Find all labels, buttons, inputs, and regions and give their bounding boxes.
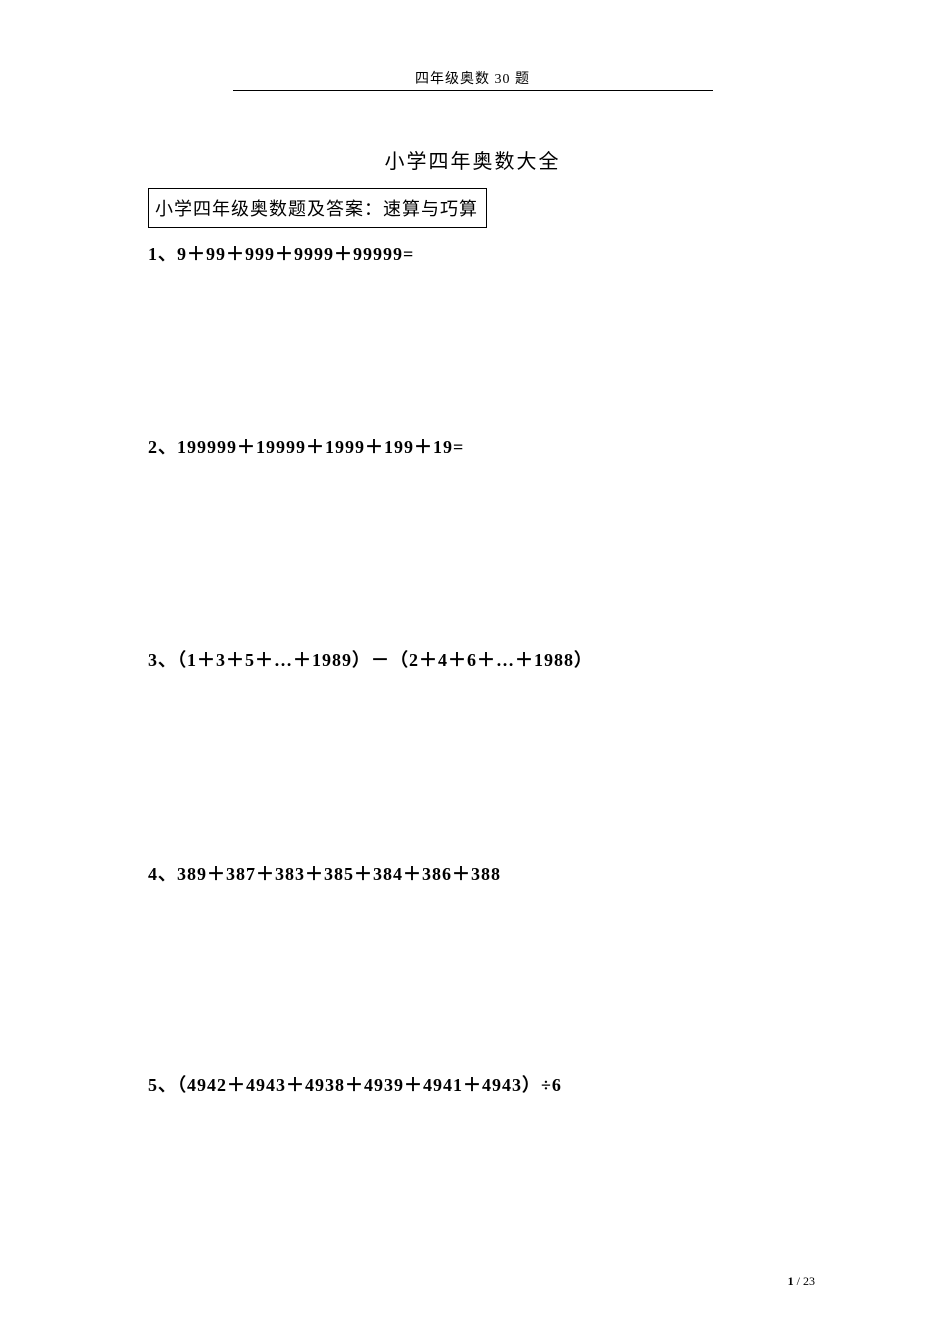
problem-separator: 、 xyxy=(158,650,177,670)
page-separator: / xyxy=(794,1274,803,1288)
page-number: 1 / 23 xyxy=(788,1274,815,1289)
problem-item: 3、（1＋3＋5＋…＋1989）－（2＋4＋6＋…＋1988） xyxy=(148,648,815,673)
problem-number: 3 xyxy=(148,650,158,670)
problem-number: 4 xyxy=(148,864,158,884)
problem-item: 5、（4942＋4943＋4938＋4939＋4941＋4943）÷6 xyxy=(148,1073,815,1098)
problem-separator: 、 xyxy=(158,437,177,457)
page-title: 小学四年奥数大全 xyxy=(130,145,815,174)
problem-item: 1、9＋99＋999＋9999＋99999= xyxy=(148,242,815,267)
problem-number: 2 xyxy=(148,437,158,457)
problem-separator: 、 xyxy=(158,244,177,264)
problem-expression: （1＋3＋5＋…＋1989）－（2＋4＋6＋…＋1988） xyxy=(177,650,593,670)
subtitle-box: 小学四年级奥数题及答案：速算与巧算 xyxy=(148,188,487,228)
problem-expression: 9＋99＋999＋9999＋99999= xyxy=(177,244,414,264)
header-underline xyxy=(233,90,713,91)
problem-separator: 、 xyxy=(158,864,177,884)
problem-expression: 389＋387＋383＋385＋384＋386＋388 xyxy=(177,864,501,884)
problem-number: 1 xyxy=(148,244,158,264)
problem-item: 2、199999＋19999＋1999＋199＋19= xyxy=(148,435,815,460)
problem-item: 4、389＋387＋383＋385＋384＋386＋388 xyxy=(148,862,815,887)
problem-number: 5 xyxy=(148,1075,158,1095)
problems-list: 1、9＋99＋999＋9999＋99999= 2、199999＋19999＋19… xyxy=(148,242,815,1098)
problem-separator: 、 xyxy=(158,1075,177,1095)
page-header: 四年级奥数 30 题 xyxy=(130,68,815,88)
problem-expression: 199999＋19999＋1999＋199＋19= xyxy=(177,437,464,457)
page: 四年级奥数 30 题 小学四年奥数大全 小学四年级奥数题及答案：速算与巧算 1、… xyxy=(0,0,945,1337)
page-total: 23 xyxy=(803,1274,815,1288)
problem-expression: （4942＋4943＋4938＋4939＋4941＋4943）÷6 xyxy=(177,1075,562,1095)
